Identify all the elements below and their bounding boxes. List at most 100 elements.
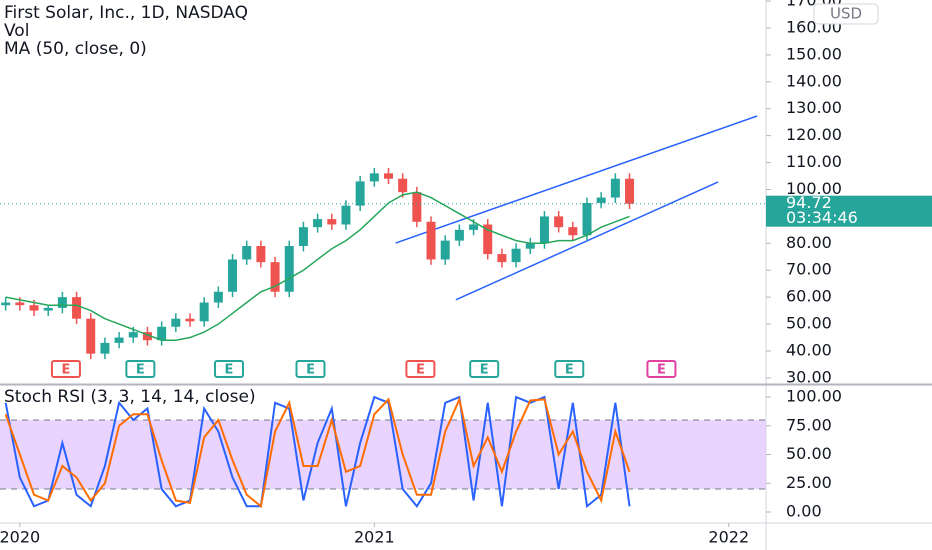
candle-body	[539, 216, 549, 244]
y-tick-label: 80.00	[786, 233, 832, 252]
earnings-badge	[213, 360, 244, 378]
candle-body	[483, 224, 493, 255]
earnings-marker[interactable]: E	[646, 360, 677, 378]
candle-body	[86, 318, 96, 354]
candle-body	[313, 219, 323, 228]
ma-label: MA (50, close, 0)	[4, 39, 147, 59]
earnings-label: E	[136, 363, 145, 378]
candle-body	[440, 240, 450, 260]
y-tick-label: 130.00	[786, 98, 842, 117]
earnings-badge	[125, 360, 156, 378]
candle-body	[412, 192, 422, 222]
earnings-label: E	[565, 363, 574, 378]
candle-body	[454, 229, 464, 241]
candle-body	[199, 302, 209, 322]
candle-body	[228, 259, 238, 292]
stoch-title: Stoch RSI (3, 3, 14, 14, close)	[4, 387, 256, 407]
last-price-label: 94.72	[786, 193, 832, 212]
y-tick-label: 40.00	[786, 340, 832, 359]
candle-body	[242, 246, 252, 260]
y-tick-label: 75.00	[786, 415, 832, 434]
earnings-marker[interactable]: E	[125, 360, 156, 378]
countdown: 03:34:46	[786, 208, 858, 227]
candle-body	[497, 254, 507, 263]
candle-body	[298, 227, 308, 247]
candle-body	[171, 318, 181, 327]
earnings-badge	[295, 360, 326, 378]
currency-box[interactable]	[813, 3, 879, 25]
earnings-badge	[554, 360, 585, 378]
candle-body	[398, 178, 408, 193]
candle-body	[596, 197, 606, 203]
candle-body	[369, 173, 379, 182]
candle-body	[1, 302, 11, 306]
x-tick-label: 2022	[708, 528, 749, 547]
earnings-marker[interactable]: E	[554, 360, 585, 378]
earnings-label: E	[225, 363, 234, 378]
candle-body	[625, 178, 635, 204]
last-price-box	[766, 195, 932, 227]
earnings-marker[interactable]: E	[295, 360, 326, 378]
candle-body	[525, 243, 535, 249]
candle-body	[270, 262, 280, 292]
y-tick-label: 50.00	[786, 444, 832, 463]
moving-average	[5, 191, 630, 341]
candle-body	[142, 332, 152, 341]
candle-body	[157, 326, 167, 341]
y-tick-label: 150.00	[786, 44, 842, 63]
trendline	[395, 115, 758, 244]
stoch-line	[4, 395, 631, 509]
y-tick-label: 60.00	[786, 287, 832, 306]
candle-body	[29, 305, 39, 311]
stoch-line	[4, 396, 631, 509]
earnings-badge	[646, 360, 677, 378]
chart-title: First Solar, Inc., 1D, NASDAQ	[4, 3, 248, 23]
candle-body	[185, 318, 195, 322]
earnings-badge	[405, 360, 436, 378]
y-tick-label: 30.00	[786, 367, 832, 386]
candle-body	[511, 248, 521, 263]
earnings-label: E	[657, 363, 666, 378]
candle-body	[100, 342, 110, 354]
candle-body	[610, 178, 620, 198]
earnings-marker[interactable]: E	[469, 360, 500, 378]
oversold-overbought-band	[0, 420, 766, 490]
y-tick-label: 100.00	[786, 387, 842, 406]
candle-body	[284, 246, 294, 292]
x-tick-label: 2021	[354, 528, 395, 547]
candle-body	[469, 224, 479, 230]
candle-body	[43, 307, 53, 311]
candle-body	[582, 202, 592, 236]
currency: USD	[830, 5, 862, 23]
earnings-marker[interactable]: E	[50, 360, 81, 378]
candle-body	[426, 221, 436, 260]
candle-body	[554, 216, 564, 228]
earnings-marker[interactable]: E	[405, 360, 436, 378]
y-tick-label: 170.00	[786, 0, 842, 10]
trendline	[455, 181, 719, 301]
candle-body	[568, 227, 578, 236]
earnings-badge	[469, 360, 500, 378]
candle-body	[72, 297, 82, 319]
candle-body	[128, 332, 138, 338]
candle-body	[355, 181, 365, 206]
y-tick-label: 70.00	[786, 260, 832, 279]
y-tick-label: 140.00	[786, 71, 842, 90]
x-tick-label: 2020	[0, 528, 40, 547]
earnings-label: E	[416, 363, 425, 378]
candle-body	[213, 291, 223, 303]
candle-body	[15, 302, 25, 306]
candle-body	[341, 205, 351, 225]
y-tick-label: 50.00	[786, 314, 832, 333]
candle-body	[114, 337, 124, 343]
y-tick-label: 25.00	[786, 473, 832, 492]
volume-label: Vol	[4, 21, 29, 41]
candle-body	[383, 173, 393, 179]
earnings-marker[interactable]: E	[213, 360, 244, 378]
earnings-label: E	[61, 363, 70, 378]
earnings-label: E	[306, 363, 315, 378]
candle-body	[256, 246, 266, 263]
candle-body	[327, 219, 337, 225]
